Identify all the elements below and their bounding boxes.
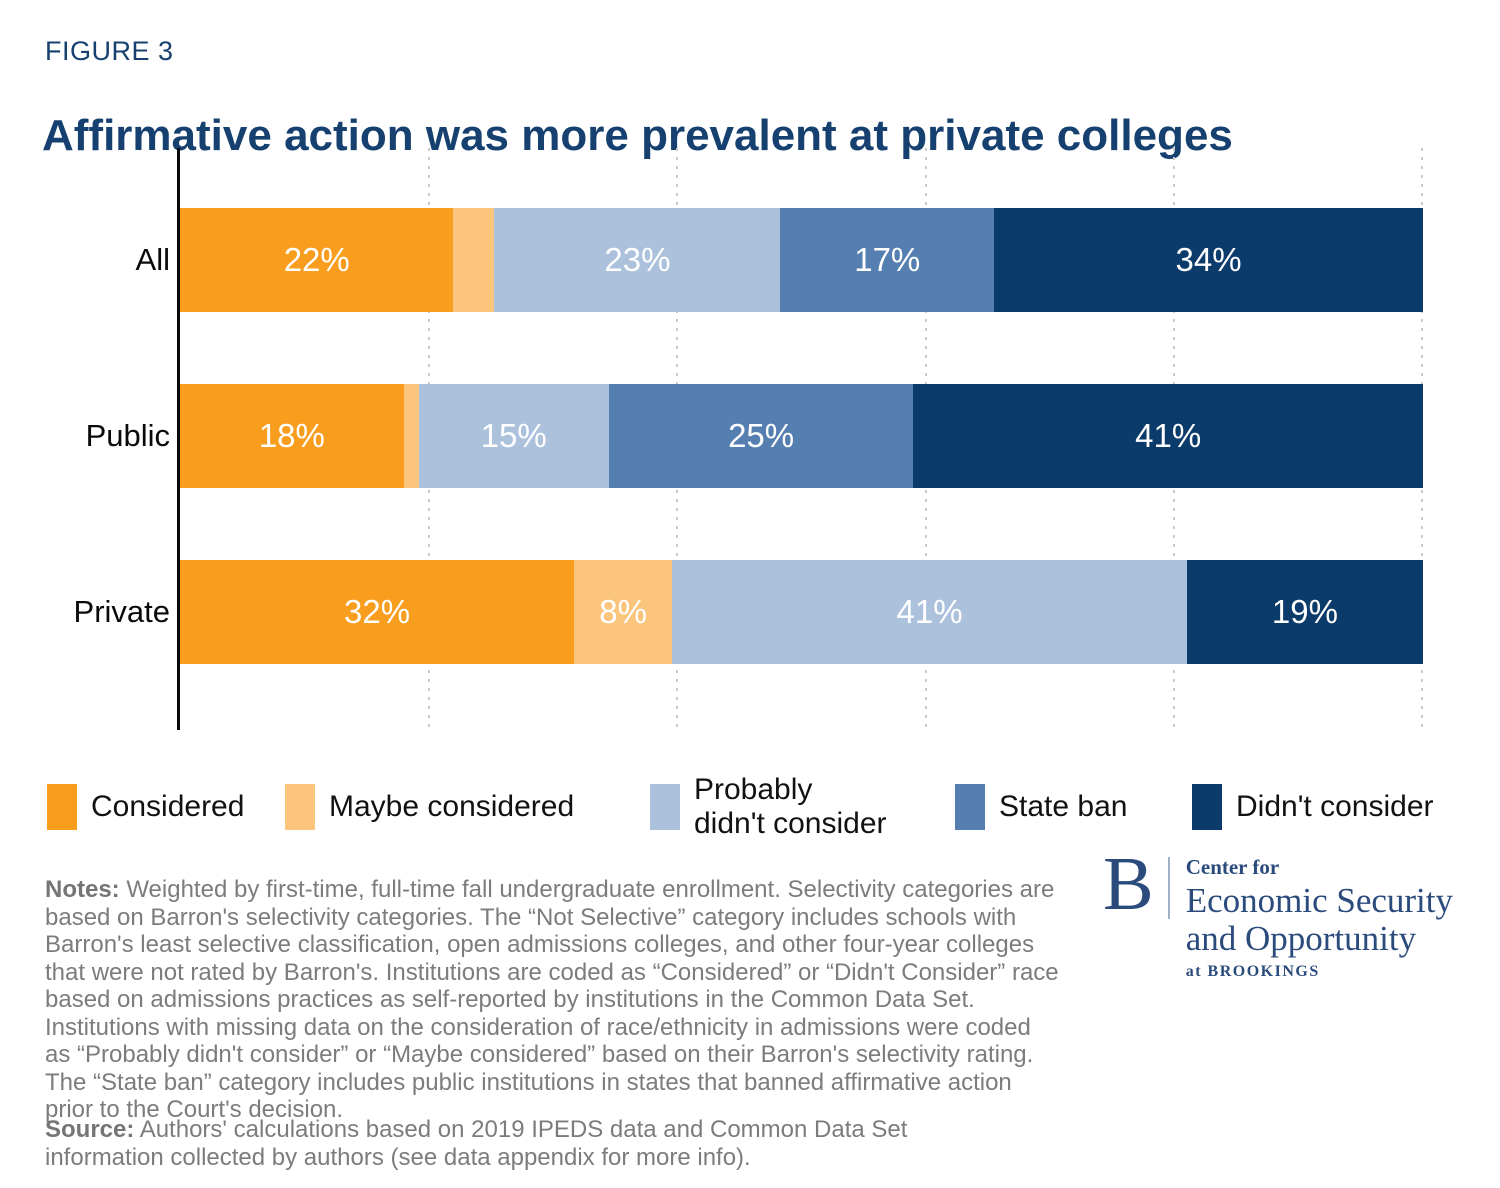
legend-item: Maybe considered <box>285 768 574 846</box>
segment-value-label: 32% <box>343 593 411 630</box>
segment-value-label: 41% <box>1135 417 1202 454</box>
segment-value-label: 25% <box>728 417 795 454</box>
logo-center-for: Center for <box>1185 855 1280 879</box>
notes-label: Notes: <box>45 876 120 903</box>
segment-value-label: 19% <box>1271 593 1338 630</box>
legend-swatch <box>1192 784 1222 830</box>
bar-segment <box>453 208 495 312</box>
bar-row-all: 22% 23% 17% 34% <box>180 208 1423 312</box>
row-labels: All Public Private <box>0 148 170 730</box>
segment-value-label: 17% <box>854 241 921 278</box>
bar-row-public: 18% 15% 25% 41% <box>180 384 1423 488</box>
segment-value-label: 8% <box>599 593 647 630</box>
legend-swatch <box>650 784 680 830</box>
notes: Notes: Weighted by first-time, full-time… <box>45 876 1060 1124</box>
bar-segment: 8% <box>574 560 673 664</box>
segment-value-label: 15% <box>480 417 547 454</box>
bar-segment: 23% <box>494 208 781 312</box>
row-label-private: Private <box>73 594 170 629</box>
notes-text: Weighted by first-time, full-time fall u… <box>45 876 1059 1123</box>
legend-swatch <box>955 784 985 830</box>
source: Source: Authors' calculations based on 2… <box>45 1116 965 1171</box>
logo-b-mark: B <box>1103 842 1154 926</box>
legend-label: Maybe considered <box>329 790 575 824</box>
source-text: Authors' calculations based on 2019 IPED… <box>45 1116 908 1171</box>
source-label: Source: <box>45 1116 135 1143</box>
row-label-all: All <box>135 242 170 277</box>
figure-label: FIGURE 3 <box>45 36 174 66</box>
legend-label: Probably didn't consider <box>694 773 887 840</box>
segment-value-label: 22% <box>283 241 350 278</box>
legend: Considered Maybe considered Probably didn'… <box>0 768 1500 846</box>
logo-divider <box>1167 857 1170 919</box>
logo-text: Center for Economic Security and Opportu… <box>1186 853 1453 981</box>
segment-value-label: 41% <box>896 593 963 630</box>
legend-item: Didn't consider <box>1192 768 1434 846</box>
bar-segment: 19% <box>1186 560 1424 664</box>
segment-value-label: 23% <box>604 241 671 278</box>
y-axis-line <box>177 148 180 730</box>
logo-at-brookings: at BROOKINGS <box>1185 962 1320 980</box>
legend-swatch <box>285 784 315 830</box>
segment-value-label: 34% <box>1175 241 1242 278</box>
bar-segment: 15% <box>418 384 609 488</box>
bar-segment: 41% <box>672 560 1187 664</box>
legend-item: Probably didn't consider <box>650 768 887 846</box>
bar-row-private: 32% 8% 41% 19% <box>180 560 1424 664</box>
legend-label: State ban <box>999 790 1128 824</box>
bar-segment: 17% <box>780 208 995 312</box>
bar-segment: 18% <box>180 384 404 488</box>
logo-line-1: Economic Security <box>1185 881 1453 920</box>
chart-title: Affirmative action was more prevalent at… <box>42 111 1233 161</box>
bar-segment: 22% <box>180 208 454 312</box>
brookings-logo: B Center for Economic Security and Oppor… <box>1103 842 1453 981</box>
bar-segment: 32% <box>180 560 575 664</box>
bar-segment: 41% <box>913 384 1423 488</box>
legend-label: Considered <box>91 790 245 824</box>
plot-area: 22% 23% 17% 34% 18% 15% 25% 41% 32% 8% 41% 19% <box>180 148 1424 730</box>
bar-segment: 34% <box>994 208 1423 312</box>
legend-item: State ban <box>955 768 1127 846</box>
legend-item: Considered <box>47 768 244 846</box>
bar-segment: 25% <box>608 384 914 488</box>
legend-label: Didn't consider <box>1236 790 1434 824</box>
bar-segment <box>403 384 419 488</box>
legend-swatch <box>47 784 77 830</box>
row-label-public: Public <box>85 418 170 453</box>
segment-value-label: 18% <box>258 417 325 454</box>
logo-line-2: and Opportunity <box>1185 918 1417 958</box>
